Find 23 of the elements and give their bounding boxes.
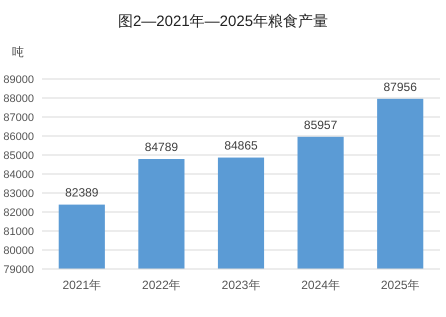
x-tick-label: 2024年 [301, 278, 340, 292]
y-tick-label: 86000 [3, 131, 34, 143]
x-tick-label: 2021年 [62, 278, 102, 292]
x-tick-label: 2022年 [142, 278, 181, 292]
y-tick-label: 82000 [3, 207, 34, 219]
y-tick-label: 85000 [3, 150, 34, 162]
x-tick-label: 2025年 [380, 278, 420, 292]
data-label: 84789 [144, 140, 178, 154]
data-label: 85957 [304, 118, 338, 132]
data-label: 84865 [224, 138, 258, 153]
y-axis-title: 吨 [12, 45, 24, 59]
y-tick-label: 83000 [3, 188, 34, 200]
y-tick-label: 89000 [3, 74, 34, 86]
y-tick-label: 80000 [3, 245, 34, 257]
data-label: 82389 [65, 186, 99, 200]
y-tick-label: 81000 [3, 226, 34, 238]
chart-title: 图2—2021年—2025年粮食产量 [118, 13, 328, 30]
y-tick-label: 84000 [3, 169, 34, 181]
y-tick-label: 88000 [3, 93, 34, 105]
y-tick-label: 79000 [3, 264, 34, 276]
x-tick-label: 2023年 [222, 278, 260, 292]
y-tick-label: 87000 [3, 112, 34, 124]
data-label: 87956 [384, 80, 418, 94]
